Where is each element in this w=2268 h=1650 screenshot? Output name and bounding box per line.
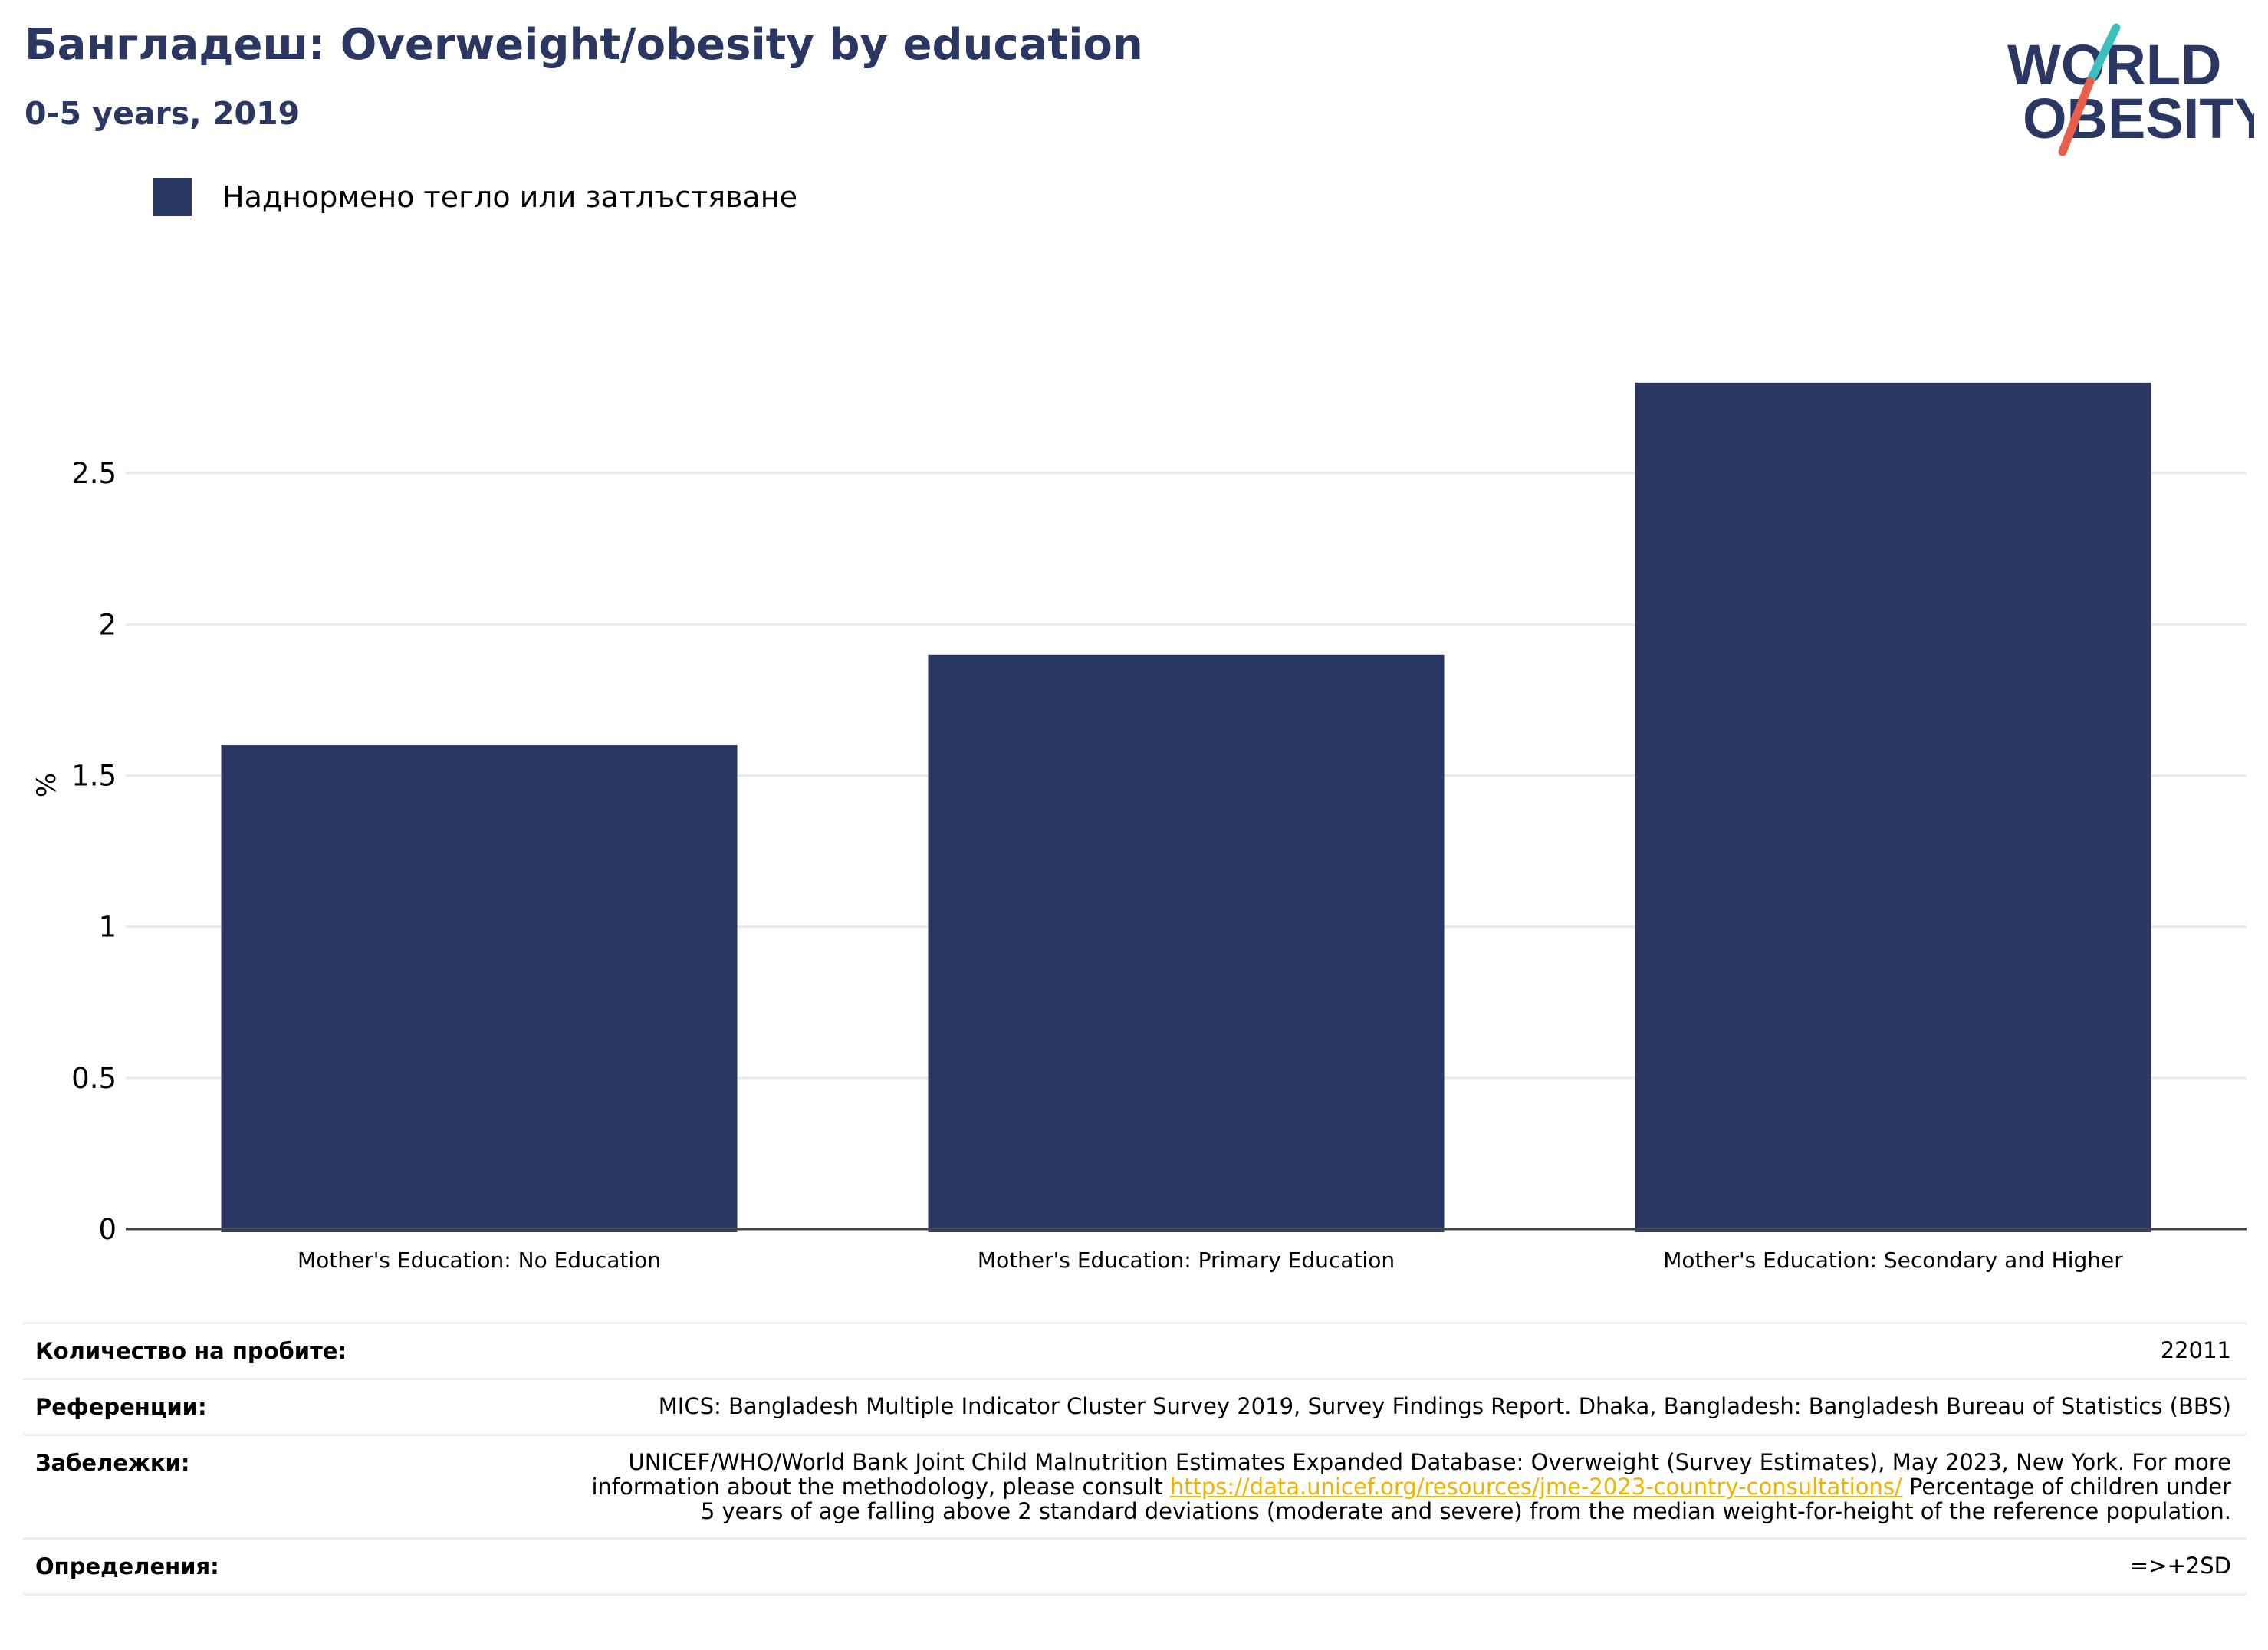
notes-link[interactable]: https://data.unicef.org/resources/jme-20…	[1169, 1474, 1902, 1500]
info-row-notes: Забележки: UNICEF/WHO/World Bank Joint C…	[23, 1434, 2247, 1537]
info-row-references: Референции: MICS: Bangladesh Multiple In…	[23, 1378, 2247, 1434]
logo-line2: OBESITY	[2023, 87, 2254, 150]
y-tick-label: 2.5	[71, 457, 117, 490]
notes-text-before: UNICEF/WHO/World Bank Joint Child Malnut…	[591, 1449, 2231, 1500]
chart-subtitle: 0-5 years, 2019	[25, 95, 301, 132]
references-label: Референции:	[35, 1394, 207, 1420]
x-tick-label: Mother's Education: No Education	[297, 1247, 661, 1273]
y-tick-label: 1	[98, 911, 117, 944]
sample-label: Количество на пробите:	[35, 1338, 347, 1364]
legend-swatch	[153, 178, 192, 216]
info-row-definitions: Определения: =>+2SD	[23, 1537, 2247, 1596]
world-obesity-logo: WORLD OBESITY	[2007, 23, 2254, 156]
x-tick-label: Mother's Education: Primary Education	[978, 1247, 1395, 1273]
notes-value: UNICEF/WHO/World Bank Joint Child Malnut…	[575, 1450, 2231, 1523]
bar-chart: 0 0.5 1 1.5 2 2.5 Mother's Education: No Educa…	[31, 382, 2247, 1273]
logo-line1: WORLD	[2007, 33, 2222, 97]
y-tick-label: 0	[98, 1213, 117, 1246]
chart-title: Бангладеш: Overweight/obesity by educati…	[25, 20, 1143, 70]
info-row-sample: Количество на пробите: 22011	[23, 1322, 2247, 1378]
y-tick-label: 2	[98, 608, 117, 641]
logo-slash-top	[2087, 23, 2121, 83]
references-value: MICS: Bangladesh Multiple Indicator Clus…	[658, 1393, 2231, 1419]
legend-label: Наднормено тегло или затлъстяване	[222, 180, 797, 214]
bar	[221, 745, 738, 1232]
sample-value: 22011	[2160, 1337, 2231, 1363]
info-table: Количество на пробите: 22011 Референции:…	[23, 1322, 2247, 1596]
definitions-label: Определения:	[35, 1553, 219, 1579]
logo-slash-bottom	[2058, 77, 2095, 156]
y-axis-label: %	[31, 773, 62, 797]
y-tick-label: 1.5	[71, 760, 117, 793]
bars	[221, 382, 2151, 1232]
bar	[928, 654, 1445, 1232]
bar	[1635, 382, 2151, 1232]
tick-labels: 0 0.5 1 1.5 2 2.5 Mother's Education: No Educa…	[71, 457, 2123, 1273]
x-tick-label: Mother's Education: Secondary and Higher	[1663, 1247, 2123, 1273]
definitions-value: =>+2SD	[2129, 1553, 2231, 1579]
y-tick-label: 0.5	[71, 1062, 117, 1095]
legend[interactable]: Наднормено тегло или затлъстяване	[153, 178, 797, 216]
notes-label: Забележки:	[35, 1450, 190, 1476]
notes-text-after: Percentage of children under 5 years of …	[700, 1474, 2231, 1524]
